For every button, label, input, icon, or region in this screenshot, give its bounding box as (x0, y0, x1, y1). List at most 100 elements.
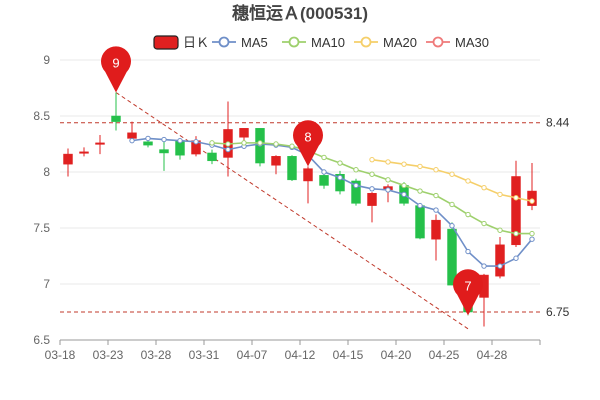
candle-body-down (319, 175, 329, 186)
marker-pin: 9 (101, 46, 131, 93)
y-tick-label: 8.5 (33, 109, 50, 123)
ma5-point (385, 187, 391, 193)
ma10-point (241, 140, 247, 146)
reference-line-label: 8.44 (546, 116, 570, 130)
marker-pins-layer: 9 8 7 (101, 46, 483, 316)
ma5-point (129, 137, 135, 144)
ma20-line (371, 158, 533, 202)
legend-label: MA30 (455, 35, 489, 50)
legend-item-ma20[interactable]: MA20 (354, 35, 417, 50)
candle-body-up (95, 142, 105, 145)
ma10-point (513, 230, 519, 237)
ma5-point (145, 135, 151, 142)
ma10-point (289, 143, 295, 149)
ma5-point (353, 182, 359, 189)
x-tick-label: 03-31 (189, 348, 220, 362)
ma10-point (257, 140, 263, 146)
ma20-point (433, 167, 439, 173)
ma20-point (513, 195, 519, 201)
ma10-point (369, 171, 375, 177)
moving-average-layer (129, 135, 535, 269)
candle-body-down (447, 228, 457, 286)
ma5-point (465, 248, 471, 255)
ma5-point (369, 186, 375, 192)
y-tick-label: 9 (43, 53, 50, 67)
candle (287, 155, 297, 181)
candle-body-up (127, 132, 137, 139)
candle-body-down (143, 141, 153, 146)
marker-pin-label: 8 (304, 129, 311, 144)
marker-pin-label: 7 (464, 278, 471, 293)
candle (431, 214, 441, 261)
candle (383, 184, 393, 203)
ma10-point (481, 220, 487, 227)
ma5-point (161, 136, 167, 143)
ma10-point (385, 177, 391, 183)
candle (79, 147, 89, 157)
legend-marker-icon (360, 36, 372, 48)
legend-item-ma5[interactable]: MA5 (212, 35, 268, 50)
x-tick-label: 03-28 (141, 348, 172, 362)
ma20-point (369, 156, 375, 163)
marker-pin-shape (293, 120, 323, 167)
trend-line (115, 92, 469, 330)
ma5-point (225, 146, 231, 153)
candle (239, 128, 249, 141)
candle (223, 101, 233, 177)
candle-body-up (527, 190, 537, 206)
candle (271, 155, 281, 175)
legend-label: MA10 (311, 35, 345, 50)
y-tick-label: 8 (43, 165, 50, 179)
legend-item-ma30[interactable]: MA30 (426, 35, 489, 50)
ma5-point (449, 223, 455, 229)
reference-line-label: 6.75 (546, 305, 570, 319)
legend-label: MA20 (383, 35, 417, 50)
y-tick-label: 7 (43, 277, 50, 291)
ma5-point (529, 236, 535, 242)
ma10-point (433, 192, 439, 199)
ma5-point (321, 169, 327, 175)
marker-pin-shape (101, 46, 131, 93)
legend-item-ma10[interactable]: MA10 (282, 35, 345, 50)
candle-body-down (159, 149, 169, 154)
candle-body-up (79, 151, 89, 154)
x-tick-label: 04-12 (285, 348, 316, 362)
candle-body-up (495, 244, 505, 277)
candle-body-down (335, 173, 345, 192)
ma5-point (433, 207, 439, 213)
ma5-point (401, 191, 407, 198)
legend-item-[interactable]: 日Ｋ (153, 35, 209, 50)
legend-label: 日Ｋ (183, 35, 209, 50)
y-tick-label: 6.5 (33, 333, 50, 347)
legend-marker-icon (288, 36, 300, 48)
candle-body-up (303, 168, 313, 182)
x-tick-label: 03-23 (93, 348, 124, 362)
candle (335, 170, 345, 195)
ma20-point (497, 191, 503, 198)
chart-legend[interactable]: 日Ｋ MA5 MA10 MA20 MA30 (153, 35, 489, 50)
ma20-point (385, 159, 391, 165)
x-tick-label: 04-20 (381, 348, 412, 362)
candle-body-up (431, 219, 441, 240)
ma20-point (401, 161, 407, 167)
candle-body-down (351, 180, 361, 204)
x-tick-label: 04-28 (477, 348, 508, 362)
candle-body-up (511, 176, 521, 246)
candle (111, 92, 121, 131)
ma5-point (193, 139, 199, 145)
x-tick-label: 04-07 (237, 348, 268, 362)
ma5-point (417, 202, 423, 209)
marker-pin-shape (453, 269, 483, 316)
candle-body-up (239, 128, 249, 138)
candle-body-down (415, 205, 425, 239)
ma10-point (321, 154, 327, 161)
candle-body-down (111, 115, 121, 122)
axes: 6.5 7 7.5 8 8.5 9 03-18 03-23 03-28 03-31 04-07 04-… (33, 53, 541, 362)
ma10-point (209, 140, 215, 146)
ma20-point (465, 178, 471, 184)
candle (159, 141, 169, 171)
ma5-point (497, 263, 503, 269)
y-tick-label: 7.5 (33, 221, 50, 235)
ma10-point (417, 188, 423, 194)
